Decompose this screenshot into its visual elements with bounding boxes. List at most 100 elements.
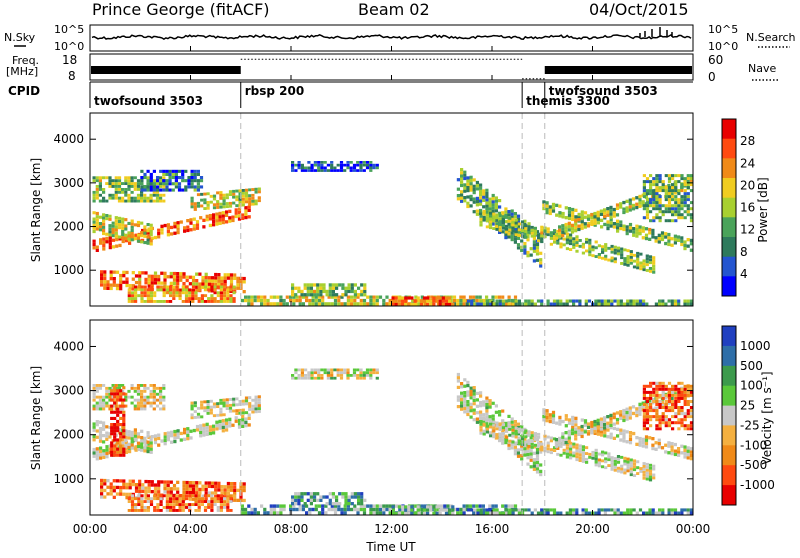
heatmap-cell (587, 430, 591, 434)
heatmap-cell (190, 199, 194, 203)
heatmap-cell (516, 425, 521, 429)
heatmap-cell (300, 293, 304, 297)
heatmap-cell (664, 219, 668, 223)
heatmap-cell (241, 421, 245, 425)
heatmap-cell (223, 506, 227, 509)
heatmap-cell (234, 416, 238, 420)
heatmap-cell (677, 387, 681, 391)
heatmap-cell (98, 225, 103, 229)
heatmap-cell (206, 411, 210, 415)
heatmap-cell (206, 203, 210, 207)
heatmap-cell (372, 511, 376, 515)
heatmap-cell (231, 218, 235, 223)
heatmap-cell (214, 272, 218, 277)
heatmap-cell (242, 290, 246, 294)
heatmap-cell (182, 282, 186, 286)
heatmap-cell (136, 179, 141, 183)
heatmap-cell (143, 449, 147, 453)
heatmap-cell (276, 295, 280, 299)
heatmap-cell (119, 395, 123, 399)
heatmap-cell (572, 246, 576, 249)
heatmap-cell (488, 431, 492, 435)
beam-title: Beam 02 (358, 0, 430, 19)
heatmap-cell (233, 488, 237, 492)
heatmap-cell (110, 407, 114, 411)
heatmap-cell (174, 176, 178, 180)
heatmap-cell (651, 232, 655, 236)
heatmap-cell (463, 176, 467, 181)
heatmap-cell (604, 248, 608, 252)
heatmap-cell (171, 176, 175, 180)
heatmap-cell (620, 250, 624, 254)
heatmap-cell (505, 508, 509, 512)
heatmap-cell (655, 195, 659, 199)
heatmap-cell (125, 280, 129, 284)
heatmap-cell (197, 285, 201, 289)
heatmap-cell (564, 431, 568, 435)
heatmap-cell (165, 291, 169, 295)
heatmap-cell (162, 294, 166, 298)
heatmap-cell (523, 431, 527, 435)
heatmap-cell (632, 299, 636, 303)
heatmap-cell (235, 409, 239, 413)
heatmap-cell (593, 218, 597, 222)
heatmap-cell (141, 483, 145, 487)
heatmap-cell (667, 242, 671, 247)
heatmap-cell (604, 254, 608, 258)
heatmap-cell (590, 222, 594, 226)
heatmap-cell (247, 413, 251, 417)
heatmap-cell (469, 182, 473, 186)
heatmap-cell (556, 230, 560, 233)
heatmap-cell (616, 434, 620, 438)
heatmap-cell (572, 442, 576, 446)
heatmap-cell (333, 169, 337, 172)
heatmap-cell (177, 188, 182, 192)
heatmap-cell (205, 218, 209, 222)
heatmap-cell (413, 511, 417, 515)
heatmap-cell (169, 294, 173, 298)
heatmap-cell (147, 227, 151, 231)
heatmap-cell (645, 412, 650, 416)
heatmap-cell (240, 507, 244, 512)
y-tick-label: 3000 (53, 384, 84, 398)
heatmap-cell (328, 286, 332, 290)
heatmap-cell (479, 420, 483, 423)
heatmap-cell (323, 161, 327, 164)
heatmap-cell (564, 222, 568, 227)
heatmap-cell (229, 500, 233, 503)
heatmap-cell (222, 196, 226, 200)
heatmap-cell (433, 507, 437, 512)
heatmap-cell (420, 295, 424, 299)
heatmap-cell (629, 299, 633, 303)
heatmap-cell (652, 183, 656, 187)
heatmap-cell (532, 461, 536, 465)
heatmap-cell (620, 455, 624, 459)
heatmap-cell (133, 199, 137, 203)
heatmap-cell (460, 196, 464, 200)
heatmap-cell (143, 185, 147, 189)
heatmap-cell (520, 248, 524, 253)
heatmap-cell (156, 300, 160, 303)
heatmap-cell (686, 210, 690, 214)
heatmap-cell (130, 437, 134, 441)
heatmap-cell (343, 371, 347, 375)
heatmap-cell (156, 285, 160, 289)
heatmap-cell (339, 166, 344, 170)
heatmap-cell (492, 432, 496, 436)
heatmap-cell (117, 190, 122, 194)
heatmap-cell (486, 302, 490, 306)
heatmap-cell (181, 288, 185, 292)
heatmap-cell (514, 218, 518, 222)
heatmap-cell (188, 494, 192, 498)
heatmap-cell (128, 449, 132, 454)
cpid-program-3: themis 3300 (526, 94, 610, 108)
heatmap-cell (369, 511, 373, 515)
heatmap-cell (300, 374, 304, 377)
heatmap-cell (472, 402, 476, 406)
heatmap-cell (489, 211, 493, 215)
heatmap-cell (140, 234, 144, 238)
heatmap-cell (159, 188, 163, 192)
x-tick-label: 00:00 (73, 522, 108, 536)
heatmap-cell (638, 443, 642, 447)
heatmap-cell (95, 188, 99, 191)
